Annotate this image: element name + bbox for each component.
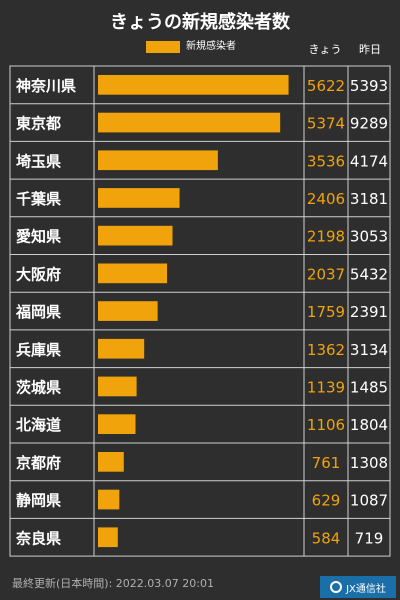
bar	[98, 489, 120, 510]
today-value-label: 1106	[307, 416, 345, 434]
bar	[98, 188, 180, 208]
yesterday-value-label: 1485	[350, 378, 388, 396]
legend: 新規感染者	[146, 40, 236, 54]
today-value-label: 1362	[307, 341, 345, 359]
prefecture-label: 奈良県	[15, 529, 61, 547]
today-value-label: 2198	[307, 228, 345, 246]
prefecture-label: 千葉県	[16, 190, 61, 208]
jx-logo: JX通信社	[320, 576, 396, 598]
today-value-label: 5622	[307, 77, 345, 95]
prefecture-label: 北海道	[16, 416, 61, 434]
prefecture-label: 東京都	[16, 115, 61, 133]
prefecture-label: 大阪府	[16, 265, 61, 283]
jx-logo-icon	[330, 581, 343, 593]
last-updated-timestamp: 最終更新(日本時間): 2022.03.07 20:01	[12, 577, 214, 590]
page-title: きょうの新規感染者数	[110, 12, 290, 33]
prefecture-label: 京都府	[16, 454, 61, 472]
today-value-label: 1759	[307, 303, 345, 321]
legend-swatch	[146, 41, 180, 53]
prefecture-label: 愛知県	[16, 228, 61, 246]
prefecture-label: 神奈川県	[16, 77, 76, 95]
yesterday-value-label: 1087	[350, 492, 388, 510]
today-value-label: 584	[312, 529, 341, 547]
prefecture-label: 福岡県	[15, 303, 61, 321]
legend-label: 新規感染者	[186, 41, 236, 52]
table-border	[9, 65, 391, 557]
yesterday-value-label: 1804	[350, 416, 388, 434]
prefecture-label: 茨城県	[16, 378, 61, 396]
jx-logo-text: JX通信社	[346, 583, 386, 595]
yesterday-value-label: 3181	[350, 190, 388, 208]
column-header-yesterday: 昨日	[359, 43, 381, 56]
bar	[98, 301, 158, 321]
bar	[98, 225, 173, 246]
column-header-today: きょう	[308, 43, 342, 56]
yesterday-value-label: 5393	[350, 77, 388, 95]
yesterday-value-label: 5432	[350, 265, 388, 283]
bar	[98, 376, 137, 397]
yesterday-value-label: 9289	[350, 115, 388, 133]
bar	[98, 263, 168, 284]
bar	[98, 527, 118, 548]
prefecture-label: 静岡県	[16, 492, 61, 510]
yesterday-value-label: 3053	[350, 228, 388, 246]
today-value-label: 1139	[307, 378, 345, 396]
today-value-label: 761	[312, 454, 341, 472]
bar	[98, 414, 136, 434]
yesterday-value-label: 719	[355, 529, 384, 547]
bar	[98, 75, 289, 95]
bar	[98, 452, 124, 472]
bar	[98, 112, 281, 133]
bar	[98, 150, 218, 171]
yesterday-value-label: 2391	[350, 303, 388, 321]
yesterday-value-label: 3134	[350, 341, 388, 359]
today-value-label: 3536	[307, 152, 345, 170]
prefecture-label: 兵庫県	[16, 341, 61, 359]
today-value-label: 2406	[307, 190, 345, 208]
today-value-label: 629	[312, 492, 341, 510]
prefecture-label: 埼玉県	[16, 152, 61, 170]
today-value-label: 5374	[307, 115, 345, 133]
bar	[98, 338, 145, 359]
today-value-label: 2037	[307, 265, 345, 283]
yesterday-value-label: 1308	[350, 454, 388, 472]
yesterday-value-label: 4174	[350, 152, 388, 170]
